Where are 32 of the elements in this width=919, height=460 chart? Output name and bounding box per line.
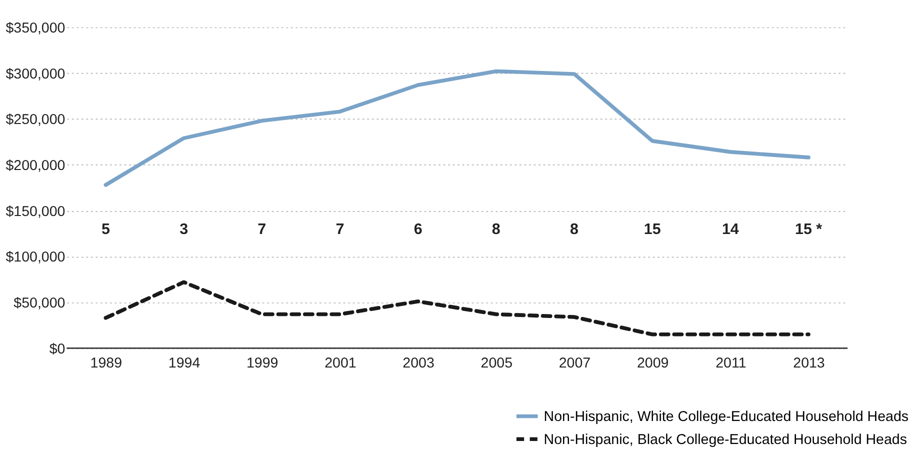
x-tick-label: 1994	[168, 356, 200, 372]
y-tick-label: $0	[49, 341, 66, 358]
x-tick-label: 2013	[793, 356, 825, 372]
legend-label: Non-Hispanic, Black College-Educated Household Heads	[544, 432, 907, 448]
y-tick-label: $300,000	[6, 66, 66, 82]
y-tick-label: $200,000	[6, 158, 66, 174]
y-tick-label: $100,000	[6, 250, 66, 266]
annotation: 15 *	[794, 220, 822, 238]
annotation: 7	[258, 220, 266, 238]
y-tick-label: $350,000	[6, 20, 66, 36]
annotation: 15	[644, 220, 662, 238]
annotation: 5	[101, 220, 110, 238]
x-tick-label: 2009	[636, 356, 669, 372]
y-tick-label: $50,000	[14, 296, 66, 312]
legend-label: Non-Hispanic, White College-Educated Household Heads	[544, 409, 909, 426]
x-tick-label: 2011	[716, 356, 746, 372]
x-tick-label: 1989	[90, 356, 122, 372]
annotation: 14	[722, 220, 740, 238]
x-tick-label: 2003	[402, 356, 434, 372]
line-series	[104, 280, 810, 336]
annotation: 6	[414, 220, 422, 238]
line-series	[104, 69, 810, 187]
y-tick-label: $150,000	[6, 204, 66, 220]
x-tick-label: 1999	[246, 356, 278, 372]
annotation: 8	[492, 220, 500, 238]
annotation: 7	[336, 220, 344, 238]
x-tick-label: 2007	[558, 356, 591, 372]
x-tick-label: 2001	[324, 356, 356, 372]
annotation: 8	[570, 220, 578, 238]
annotation: 3	[180, 220, 188, 238]
y-tick-label: $250,000	[6, 112, 66, 128]
x-tick-label: 2005	[480, 356, 513, 372]
